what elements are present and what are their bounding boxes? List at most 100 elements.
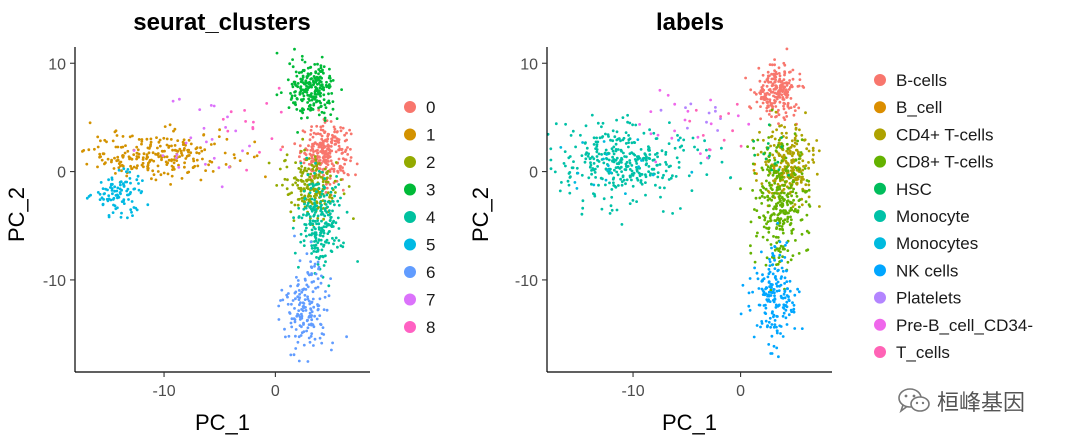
point-cd8-t-cells xyxy=(764,188,768,191)
point-6 xyxy=(294,334,297,338)
point-nk-cells xyxy=(783,256,787,259)
point-0 xyxy=(293,142,297,146)
point-monocyte xyxy=(667,178,671,181)
point-cd8-t-cells xyxy=(773,248,777,252)
point-hsc xyxy=(752,139,755,143)
point-cd4-t-cells xyxy=(788,149,792,153)
point-4 xyxy=(320,219,323,223)
point-1 xyxy=(169,183,173,186)
point-5 xyxy=(85,196,89,200)
point-cd8-t-cells xyxy=(778,224,781,228)
point-0 xyxy=(328,155,332,159)
point-b-cells xyxy=(773,80,777,84)
point-6 xyxy=(292,353,296,357)
point-1 xyxy=(175,149,178,153)
point-t-cells xyxy=(707,148,711,151)
point-nk-cells xyxy=(777,304,781,307)
point-0 xyxy=(334,142,338,146)
point-cd8-t-cells xyxy=(781,255,784,258)
point-nk-cells xyxy=(765,325,769,329)
point-b-cells xyxy=(787,88,791,91)
point-1 xyxy=(99,139,102,143)
point-1 xyxy=(113,156,116,160)
point-0 xyxy=(337,148,341,152)
point-cd8-t-cells xyxy=(794,158,798,162)
point-6 xyxy=(289,321,293,325)
point-cd4-t-cells xyxy=(811,149,815,152)
point-4 xyxy=(314,233,318,237)
point-6 xyxy=(285,293,289,297)
point-0 xyxy=(333,139,337,143)
point-2 xyxy=(307,167,310,171)
point-cd8-t-cells xyxy=(781,247,785,251)
point-nk-cells xyxy=(768,257,771,261)
point-nk-cells xyxy=(775,331,779,335)
point-4 xyxy=(328,230,331,233)
scatter-points xyxy=(81,47,359,363)
point-5 xyxy=(107,215,111,219)
point-0 xyxy=(330,138,334,142)
legend-marker xyxy=(874,210,886,222)
point-0 xyxy=(327,151,330,155)
point-6 xyxy=(304,278,307,282)
point-3 xyxy=(309,66,312,69)
point-b-cells xyxy=(788,70,791,74)
point-5 xyxy=(128,170,132,174)
point-7 xyxy=(220,185,224,189)
point-nk-cells xyxy=(773,294,776,298)
point-1 xyxy=(136,164,139,168)
point-6 xyxy=(309,260,312,263)
point-4 xyxy=(308,219,312,223)
point-3 xyxy=(322,65,326,68)
point-cd8-t-cells xyxy=(769,219,773,222)
point-6 xyxy=(297,289,301,292)
point-b-cells xyxy=(766,79,770,83)
point-cd4-t-cells xyxy=(793,144,796,148)
point-1 xyxy=(131,134,134,138)
point-b-cells xyxy=(766,101,769,105)
point-cd4-t-cells xyxy=(811,158,815,162)
point-cd4-t-cells xyxy=(778,165,782,169)
point-b-cells xyxy=(765,97,769,101)
point-cd8-t-cells xyxy=(759,188,762,192)
point-monocyte xyxy=(580,212,584,216)
legend-item-8: 8 xyxy=(404,318,435,337)
point-nk-cells xyxy=(775,314,779,318)
point-cd8-t-cells xyxy=(765,256,769,260)
point-b-cells xyxy=(754,92,758,96)
point-1 xyxy=(178,147,182,151)
point-0 xyxy=(335,130,339,134)
point-2 xyxy=(324,180,328,184)
point-6 xyxy=(283,327,286,331)
point-1 xyxy=(136,148,140,152)
point-1 xyxy=(255,154,259,158)
point-3 xyxy=(313,63,317,66)
point-3 xyxy=(305,84,308,88)
legend-item-cd4-t-cells: CD4+ T-cells xyxy=(874,125,993,144)
point-4 xyxy=(321,170,324,174)
point-0 xyxy=(337,157,341,161)
point-cd4-t-cells xyxy=(790,174,794,177)
point-1 xyxy=(116,155,120,159)
point-1 xyxy=(175,159,179,163)
point-monocytes xyxy=(606,164,610,168)
point-2 xyxy=(329,174,332,178)
point-0 xyxy=(326,144,329,148)
point-6 xyxy=(293,307,296,310)
point-6 xyxy=(317,267,320,271)
point-5 xyxy=(136,174,140,178)
point-7 xyxy=(178,97,181,101)
point-monocyte xyxy=(648,153,652,156)
point-cd4-t-cells xyxy=(807,161,810,164)
point-0 xyxy=(334,150,338,154)
point-b-cells xyxy=(774,84,778,88)
point-3 xyxy=(320,55,324,59)
point-2 xyxy=(315,194,318,197)
point-3 xyxy=(312,75,316,78)
point-t-cells xyxy=(731,129,734,133)
point-nk-cells xyxy=(792,307,796,311)
point-cd4-t-cells xyxy=(807,149,811,153)
point-cd8-t-cells xyxy=(766,165,770,169)
point-nk-cells xyxy=(767,343,771,346)
